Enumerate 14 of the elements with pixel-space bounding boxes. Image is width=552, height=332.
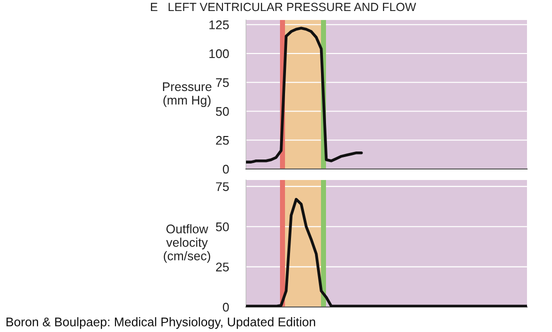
- chart-title: E LEFT VENTRICULAR PRESSURE AND FLOW: [150, 2, 416, 12]
- y-tick-label: 100: [209, 49, 229, 58]
- y-tick-label: 75: [216, 182, 229, 192]
- y-tick-label: 0: [222, 164, 229, 174]
- y-tick-label: 50: [216, 107, 229, 116]
- text: Boron & Boulpaep: Medical Physiology, Updated Edition: [6, 317, 316, 329]
- y-tick-label: 125: [209, 20, 229, 30]
- y-tick-label: 75: [216, 78, 229, 88]
- y-tick-label: 25: [216, 262, 229, 272]
- y-tick-label: 50: [216, 222, 229, 232]
- y-axis-title: Pressure (mm Hg): [163, 82, 212, 108]
- y-axis-title: Outflow velocity (cm/sec): [164, 224, 210, 263]
- y-tick-label: 25: [216, 136, 229, 145]
- y-tick-label: 0: [222, 302, 229, 312]
